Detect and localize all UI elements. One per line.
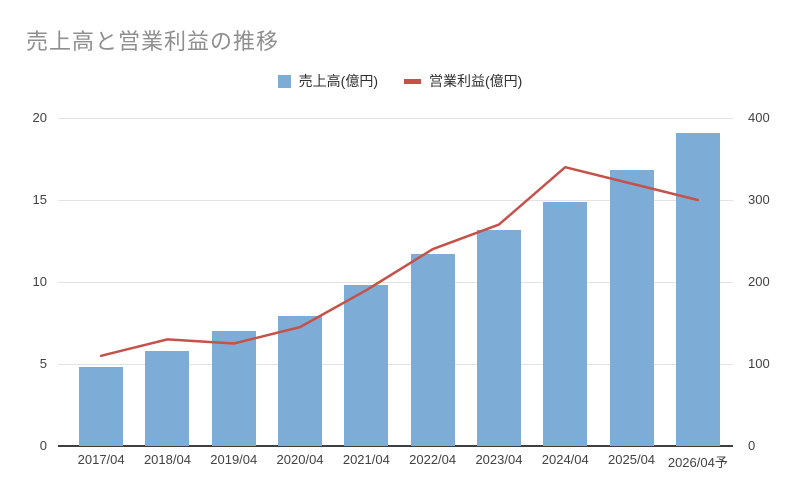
profit-line-series [99, 165, 700, 358]
y-right-tick-label: 200 [748, 274, 770, 289]
bar-2020/04 [278, 316, 323, 446]
bar-2024/04 [543, 201, 588, 446]
legend-item-sales: 売上高(億円) [277, 71, 378, 91]
bar-2017/04 [79, 367, 124, 446]
x-tick-label: 2019/04 [210, 452, 258, 467]
x-tick-label: 2023/04 [475, 452, 523, 467]
x-tick-label: 2026/04予 [667, 455, 728, 470]
y-right-tick-label: 300 [748, 192, 770, 207]
y-right-tick-label: 400 [748, 110, 770, 125]
x-tick-label: 2020/04 [276, 452, 324, 467]
x-axis-line [58, 445, 733, 447]
sales-series-marker-icon [277, 74, 291, 88]
legend: 売上高(億円) 営業利益(億円) [0, 71, 800, 91]
y-right-tick-label: 0 [748, 438, 756, 453]
legend-item-profit: 営業利益(億円) [404, 71, 522, 91]
gridline [58, 364, 733, 365]
bar-2022/04 [410, 254, 455, 446]
y-left-tick-label: 0 [39, 438, 47, 453]
plot-area [58, 118, 733, 447]
bar-2025/04 [609, 170, 654, 446]
chart-title: 売上高と営業利益の推移 [26, 29, 280, 54]
bar-2019/04 [211, 331, 256, 446]
profit-line-path [99, 165, 700, 358]
x-tick-label: 2021/04 [342, 452, 390, 467]
legend-label-profit: 営業利益(億円) [429, 73, 523, 89]
bar-2021/04 [344, 285, 389, 446]
y-left-tick-label: 10 [32, 274, 47, 289]
y-left-tick-label: 5 [39, 356, 47, 371]
gridline [58, 118, 733, 119]
x-tick-label: 2022/04 [409, 452, 457, 467]
y-left-tick-label: 15 [32, 192, 47, 207]
x-tick-label: 2017/04 [77, 452, 125, 467]
bar-2023/04 [476, 229, 521, 446]
gridline [58, 282, 733, 283]
bar-2018/04 [145, 350, 190, 446]
profit-series-marker-icon [404, 78, 421, 84]
bar-2026/04予 [675, 132, 720, 446]
x-tick-label: 2018/04 [143, 452, 191, 467]
x-tick-label: 2025/04 [608, 452, 656, 467]
legend-label-sales: 売上高(億円) [298, 73, 378, 89]
y-right-tick-label: 100 [748, 356, 770, 371]
gridline [58, 200, 733, 201]
y-left-tick-label: 20 [32, 110, 47, 125]
x-tick-label: 2024/04 [541, 452, 589, 467]
